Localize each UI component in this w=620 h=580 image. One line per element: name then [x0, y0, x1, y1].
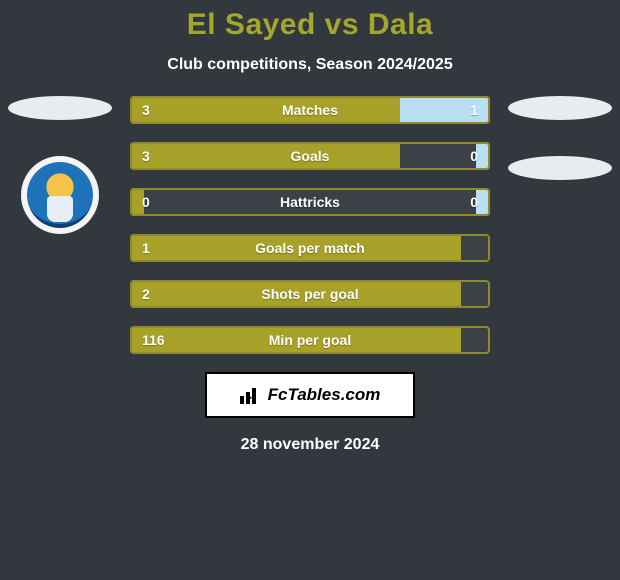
- content-area: 3Matches13Goals00Hattricks01Goals per ma…: [0, 96, 620, 354]
- page-title: El Sayed vs Dala: [0, 0, 620, 42]
- player2-column: [500, 96, 620, 216]
- player2-club-placeholder: [508, 156, 612, 180]
- comparison-bars: 3Matches13Goals00Hattricks01Goals per ma…: [130, 96, 490, 354]
- metric-label: Goals: [130, 142, 490, 170]
- metric-row: 3Matches1: [130, 96, 490, 124]
- metric-row: 0Hattricks0: [130, 188, 490, 216]
- metric-label: Min per goal: [130, 326, 490, 354]
- metric-row: 1Goals per match: [130, 234, 490, 262]
- metric-label: Matches: [130, 96, 490, 124]
- metric-label: Hattricks: [130, 188, 490, 216]
- metric-label: Shots per goal: [130, 280, 490, 308]
- subtitle: Club competitions, Season 2024/2025: [0, 56, 620, 74]
- metric-label: Goals per match: [130, 234, 490, 262]
- player1-photo-placeholder: [8, 96, 112, 120]
- player2-photo-placeholder: [508, 96, 612, 120]
- bar-chart-icon: [240, 386, 262, 404]
- player1-column: [0, 96, 120, 234]
- metric-row: 3Goals0: [130, 142, 490, 170]
- metric-row: 2Shots per goal: [130, 280, 490, 308]
- player2-value: 1: [470, 96, 478, 124]
- brand-badge: FcTables.com: [205, 372, 415, 418]
- player2-value: 0: [470, 188, 478, 216]
- player1-club-crest: [21, 156, 99, 234]
- player2-value: 0: [470, 142, 478, 170]
- metric-row: 116Min per goal: [130, 326, 490, 354]
- comparison-infographic: El Sayed vs Dala Club competitions, Seas…: [0, 0, 620, 580]
- date-label: 28 november 2024: [0, 436, 620, 454]
- brand-text: FcTables.com: [268, 385, 381, 405]
